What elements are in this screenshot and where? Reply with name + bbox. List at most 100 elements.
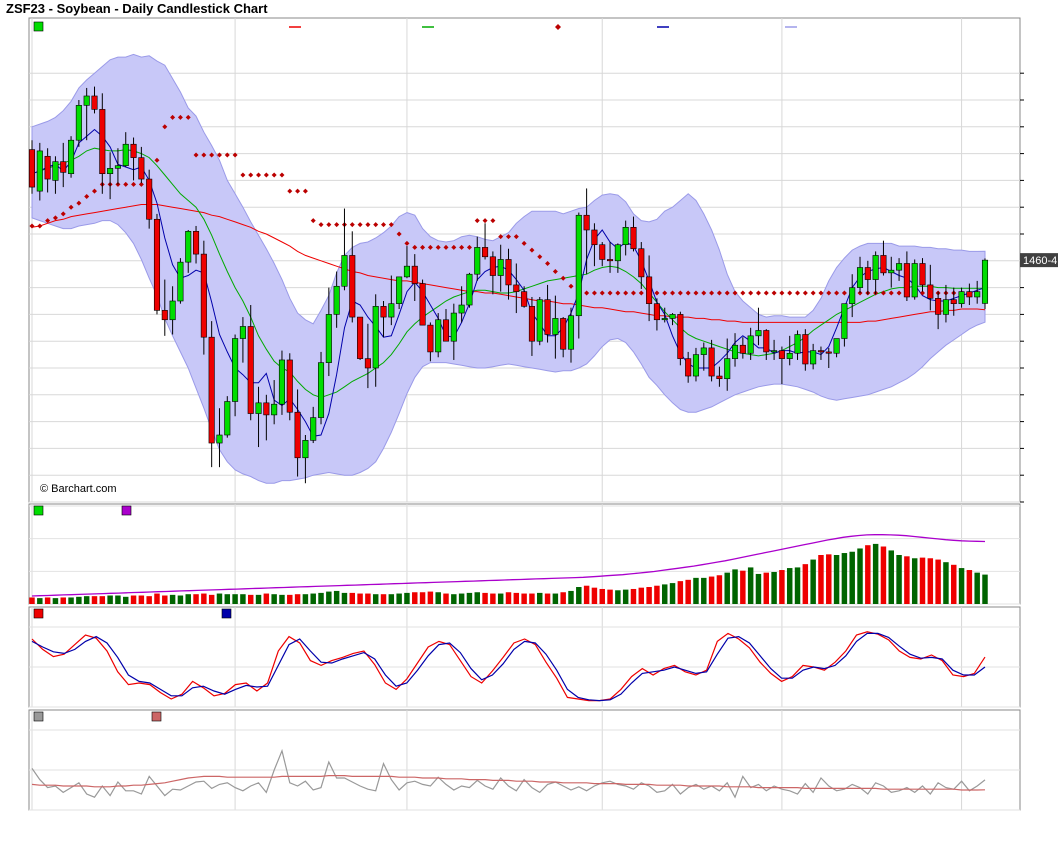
- trendspotter-marker: [193, 152, 199, 158]
- candle-body: [99, 109, 106, 174]
- volume-bar: [474, 592, 480, 604]
- candle-body: [177, 261, 184, 302]
- trendspotter-marker: [795, 290, 801, 296]
- candle-body: [263, 402, 270, 416]
- candle-body: [442, 319, 450, 342]
- trendspotter-marker: [427, 244, 433, 250]
- atr-panel: [28, 709, 1021, 811]
- last-price-label: 1460-4: [1023, 255, 1057, 267]
- trendspotter-marker: [537, 254, 543, 260]
- trendspotter-marker: [271, 172, 277, 178]
- trendspotter-marker: [560, 275, 566, 281]
- candle-body: [849, 287, 856, 304]
- volume-bar: [716, 575, 723, 604]
- volume-bar: [185, 594, 191, 604]
- volume-bar: [279, 594, 285, 604]
- volume-bar: [193, 594, 199, 604]
- volume-bar: [232, 594, 238, 604]
- candle-body: [888, 269, 895, 274]
- candle-body: [661, 318, 668, 321]
- trendspotter-marker: [584, 290, 590, 296]
- volume-bar: [419, 592, 426, 604]
- trendspotter-marker: [662, 290, 668, 296]
- trendspotter-marker: [420, 244, 426, 250]
- volume-bar: [68, 597, 74, 604]
- candle-body: [216, 434, 223, 444]
- trendspotter-marker: [552, 269, 558, 275]
- trendspotter-marker: [748, 290, 754, 296]
- candle-body: [497, 259, 504, 276]
- volume-bar: [341, 592, 348, 604]
- volume-bar: [99, 596, 106, 604]
- candle-body: [935, 298, 942, 315]
- trendspotter-marker: [771, 290, 777, 296]
- trendspotter-marker: [732, 290, 738, 296]
- candle-body: [981, 259, 989, 304]
- volume-bar: [123, 596, 129, 604]
- trendspotter-marker: [599, 290, 605, 296]
- trendspotter-marker: [459, 244, 465, 250]
- candle-body: [942, 299, 949, 315]
- trendspotter-marker: [45, 218, 51, 224]
- candle-body: [224, 401, 231, 436]
- candle-body: [341, 255, 348, 287]
- candle-body: [153, 218, 161, 311]
- trendspotter-marker: [232, 152, 238, 158]
- watermark: © Barchart.com: [40, 483, 117, 495]
- candle-body: [286, 359, 293, 413]
- candle-body: [333, 285, 340, 315]
- trendspotter-marker: [474, 218, 480, 224]
- trendspotter-marker: [209, 152, 215, 158]
- candle-body: [536, 299, 543, 342]
- volume-bar: [724, 572, 730, 604]
- trendspotter-marker: [615, 290, 621, 296]
- trendspotter-marker: [920, 290, 926, 296]
- volume-bar: [451, 594, 457, 604]
- volume-bar: [388, 594, 395, 604]
- candle-body: [747, 335, 754, 354]
- trendspotter-marker: [834, 290, 840, 296]
- trendspotter-marker: [170, 114, 176, 120]
- candle-body: [778, 350, 785, 359]
- stochastic-k-line: [31, 631, 986, 702]
- volume-bar: [404, 592, 410, 604]
- candle-body: [786, 352, 793, 359]
- trendspotter-marker: [802, 290, 808, 296]
- volume-bar: [810, 559, 816, 604]
- trendspotter-marker: [435, 244, 441, 250]
- candle-body: [771, 350, 778, 353]
- trendspotter-marker: [841, 290, 847, 296]
- candle-body: [146, 178, 153, 220]
- candle-body: [349, 255, 356, 318]
- trendspotter-marker: [630, 290, 636, 296]
- volume-bar: [638, 587, 645, 604]
- trendspotter-marker: [529, 247, 535, 253]
- trendspotter-marker: [52, 215, 58, 221]
- trendspotter-marker: [709, 290, 715, 296]
- stochastic-panel: [28, 606, 1021, 708]
- volume-bar: [162, 595, 168, 604]
- volume-bar: [943, 562, 949, 604]
- volume-bar: [951, 564, 957, 604]
- trendspotter-marker: [607, 290, 613, 296]
- trendspotter-marker: [154, 157, 160, 163]
- volume-bar: [138, 595, 145, 604]
- volume-bar: [591, 587, 598, 604]
- trendspotter-marker: [787, 290, 793, 296]
- green-box-icon: [33, 21, 44, 32]
- candle-body: [513, 284, 520, 292]
- candle-body: [716, 375, 723, 380]
- candle-body: [317, 362, 325, 418]
- volume-bar: [693, 577, 699, 604]
- candle-body: [450, 312, 457, 342]
- trendspotter-marker: [451, 244, 457, 250]
- trendspotter-marker: [123, 181, 129, 187]
- candle-body: [380, 306, 387, 318]
- purple-box-icon: [121, 505, 132, 516]
- true-range-line: [31, 748, 986, 799]
- volume-bar: [966, 570, 973, 604]
- trendspotter-marker: [466, 244, 472, 250]
- volume-bar: [544, 593, 551, 604]
- volume-bar: [661, 584, 668, 604]
- volume-bar: [154, 593, 160, 604]
